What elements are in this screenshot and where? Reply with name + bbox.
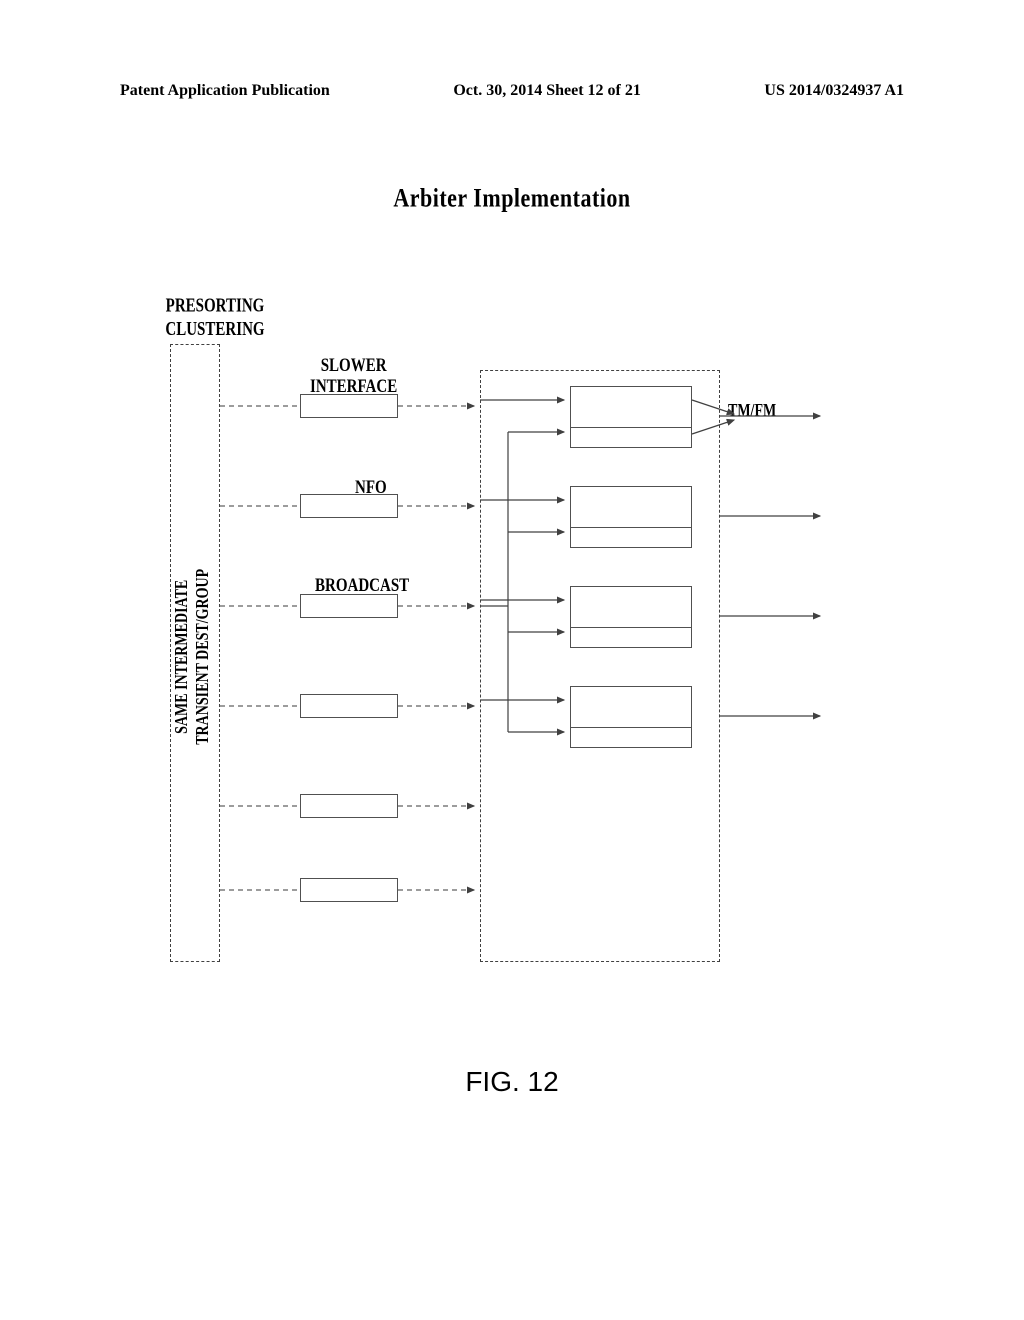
figure-label: FIG. 12: [0, 1066, 1024, 1098]
row-label-slower: SLOWERINTERFACE: [310, 356, 397, 399]
vertical-label: SAME INTERMEDIATETRANSIENT DEST/GROUP: [173, 507, 215, 807]
queue-box-3: [300, 694, 398, 718]
arbiter-box-0: [570, 386, 692, 448]
arbiter-box-2: [570, 586, 692, 648]
queue-box-4: [300, 794, 398, 818]
diagram-canvas: PRESORTINGCLUSTERING SAME INTERMEDIATETR…: [140, 300, 890, 980]
diagram-title: Arbiter Implementation: [0, 182, 1024, 213]
arbiter-box-1: [570, 486, 692, 548]
queue-box-2: [300, 594, 398, 618]
queue-box-0: [300, 394, 398, 418]
header-right: US 2014/0324937 A1: [764, 82, 904, 100]
header-center: Oct. 30, 2014 Sheet 12 of 21: [453, 82, 641, 100]
arbiter-box-3: [570, 686, 692, 748]
tmfm-label: TM/FM: [728, 402, 776, 422]
queue-box-1: [300, 494, 398, 518]
header-left: Patent Application Publication: [120, 82, 330, 100]
arbiter-container: [480, 370, 720, 962]
queue-box-5: [300, 878, 398, 902]
presorting-label: PRESORTINGCLUSTERING: [155, 295, 275, 342]
